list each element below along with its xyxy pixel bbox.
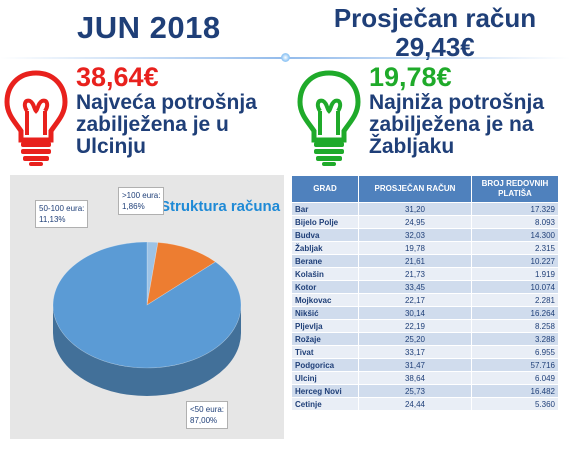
cell-regular-payers: 1.919	[471, 267, 559, 281]
cell-regular-payers: 5.360	[471, 397, 559, 411]
column-header-average-bill: PROSJEČAN RAČUN	[358, 175, 472, 203]
table-row: Ulcinj 38,64 6.049	[291, 371, 559, 385]
divider-glow-dot	[281, 53, 290, 62]
cell-average-bill: 22,19	[358, 319, 472, 333]
average-bill-block: Prosječan račun 29,43€	[300, 4, 570, 62]
cell-city: Cetinje	[291, 397, 359, 411]
cell-average-bill: 22,17	[358, 293, 472, 307]
callout-50-100-range: 50-100 eura:	[39, 204, 85, 213]
average-bill-value: 29,43€	[395, 32, 475, 62]
table-row: Rožaje 25,20 3.288	[291, 332, 559, 346]
red-lightbulb-icon	[4, 70, 68, 166]
cell-regular-payers: 16.264	[471, 306, 559, 320]
cell-regular-payers: 10.227	[471, 254, 559, 268]
callout-over-100-percent: 1,86%	[122, 202, 145, 211]
cell-regular-payers: 8.258	[471, 319, 559, 333]
cell-regular-payers: 2.315	[471, 241, 559, 255]
table-row: Budva 32,03 14.300	[291, 228, 559, 242]
pie-chart-title: Struktura računa	[160, 198, 281, 215]
table-row: Podgorica 31,47 57.716	[291, 358, 559, 372]
cell-city: Herceg Novi	[291, 384, 359, 398]
cell-regular-payers: 17.329	[471, 202, 559, 216]
table-row: Bar 31,20 17.329	[291, 202, 559, 216]
cell-average-bill: 24,44	[358, 397, 472, 411]
cell-city: Podgorica	[291, 358, 359, 372]
cell-city: Pljevlja	[291, 319, 359, 333]
city-bill-table: GRAD PROSJEČAN RAČUN BROJ REDOVNIH PLATI…	[291, 175, 559, 411]
table-header-row: GRAD PROSJEČAN RAČUN BROJ REDOVNIH PLATI…	[291, 175, 559, 203]
cell-average-bill: 21,73	[358, 267, 472, 281]
cell-average-bill: 33,45	[358, 280, 472, 294]
cell-city: Ulcinj	[291, 371, 359, 385]
lowest-description: Najniža potrošnja zabilježena je na Žabl…	[369, 91, 545, 158]
cell-average-bill: 25,73	[358, 384, 472, 398]
highest-description: Najveća potrošnja zabilježena je u Ulcin…	[76, 91, 257, 158]
cell-city: Budva	[291, 228, 359, 242]
cell-average-bill: 19,78	[358, 241, 472, 255]
column-header-regular-payers: BROJ REDOVNIH PLATIŠA	[471, 175, 559, 203]
month-title: JUN 2018	[77, 10, 221, 45]
cell-regular-payers: 8.093	[471, 215, 559, 229]
cell-average-bill: 38,64	[358, 371, 472, 385]
table-row: Tivat 33,17 6.955	[291, 345, 559, 359]
cell-average-bill: 33,17	[358, 345, 472, 359]
pie-slice-under-50-side	[53, 305, 241, 396]
pie-slice-under-50	[52, 241, 242, 369]
cell-regular-payers: 6.955	[471, 345, 559, 359]
table-row: Kotor 33,45 10.074	[291, 280, 559, 294]
cell-city: Rožaje	[291, 332, 359, 346]
cell-regular-payers: 16.482	[471, 384, 559, 398]
cell-city: Kolašin	[291, 267, 359, 281]
cell-average-bill: 32,03	[358, 228, 472, 242]
cell-regular-payers: 10.074	[471, 280, 559, 294]
table-row: Bijelo Polje 24,95 8.093	[291, 215, 559, 229]
green-lightbulb-icon	[297, 70, 361, 166]
column-header-city: GRAD	[291, 175, 359, 203]
table-row: Nikšić 30,14 16.264	[291, 306, 559, 320]
cell-average-bill: 31,20	[358, 202, 472, 216]
cell-city: Nikšić	[291, 306, 359, 320]
pie-slice-over-100	[146, 241, 159, 306]
cell-city: Bar	[291, 202, 359, 216]
callout-over-100: >100 eura: 1,86%	[118, 187, 165, 215]
cell-regular-payers: 14.300	[471, 228, 559, 242]
table-row: Kolašin 21,73 1.919	[291, 267, 559, 281]
table-row: Cetinje 24,44 5.360	[291, 397, 559, 411]
cell-average-bill: 30,14	[358, 306, 472, 320]
cell-regular-payers: 6.049	[471, 371, 559, 385]
cell-average-bill: 21,61	[358, 254, 472, 268]
cell-city: Mojkovac	[291, 293, 359, 307]
cell-regular-payers: 2.281	[471, 293, 559, 307]
pie-chart	[52, 241, 242, 396]
callout-over-100-range: >100 eura:	[122, 191, 161, 200]
cell-city: Kotor	[291, 280, 359, 294]
cell-city: Žabljak	[291, 241, 359, 255]
lowest-value: 19,78€	[369, 62, 452, 92]
cell-regular-payers: 3.288	[471, 332, 559, 346]
callout-50-100: 50-100 eura: 11,13%	[35, 200, 89, 228]
highest-value: 38,64€	[76, 62, 159, 92]
average-bill-label: Prosječan račun	[333, 3, 537, 33]
cell-average-bill: 31,47	[358, 358, 472, 372]
cell-average-bill: 25,20	[358, 332, 472, 346]
pie-slice-50-100	[146, 242, 217, 306]
cell-city: Tivat	[291, 345, 359, 359]
callout-under-50-range: <50 eura:	[190, 405, 225, 414]
table-row: Žabljak 19,78 2.315	[291, 241, 559, 255]
table-row: Pljevlja 22,19 8.258	[291, 319, 559, 333]
cell-city: Bijelo Polje	[291, 215, 359, 229]
callout-under-50-percent: 87,00%	[190, 416, 218, 425]
callout-50-100-percent: 11,13%	[39, 215, 66, 224]
table-row: Herceg Novi 25,73 16.482	[291, 384, 559, 398]
cell-regular-payers: 57.716	[471, 358, 559, 372]
cell-average-bill: 24,95	[358, 215, 472, 229]
callout-under-50: <50 eura: 87,00%	[186, 401, 229, 429]
table-row: Mojkovac 22,17 2.281	[291, 293, 559, 307]
cell-city: Berane	[291, 254, 359, 268]
table-row: Berane 21,61 10.227	[291, 254, 559, 268]
